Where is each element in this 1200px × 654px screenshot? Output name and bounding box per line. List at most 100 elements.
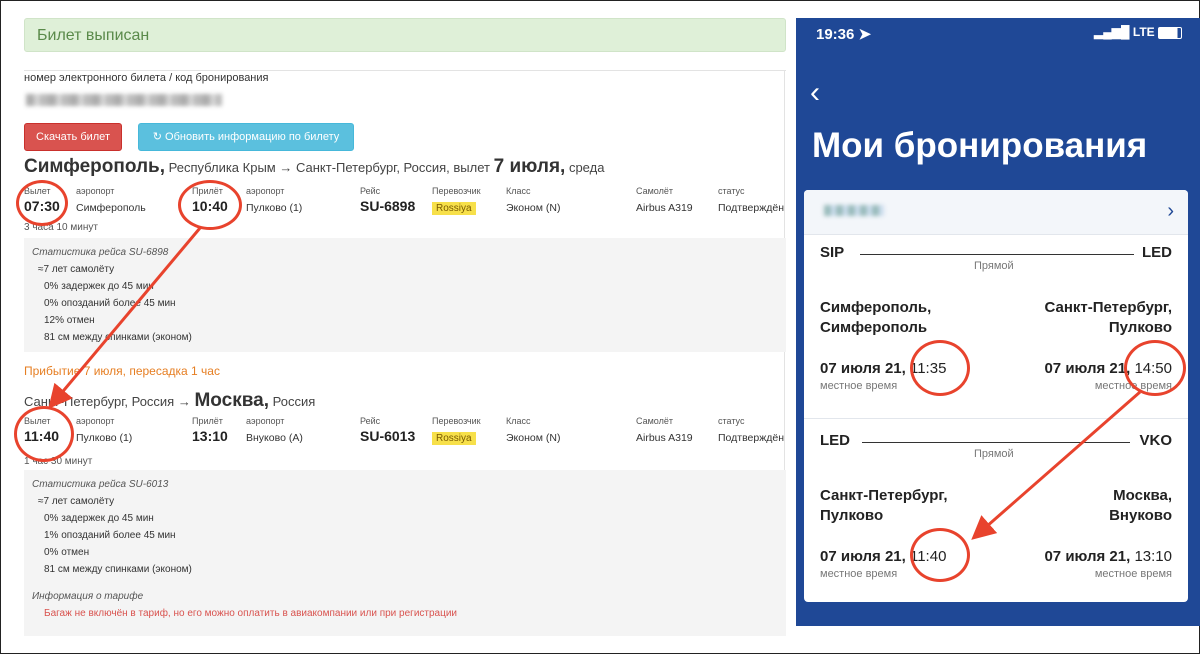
highlight-circle — [1124, 340, 1186, 396]
flight1-stats: Статистика рейса SU-6898 ≈7 лет самолёту… — [24, 238, 786, 352]
class-value: Эконом (N) — [506, 432, 561, 444]
seg2-arr-datetime: 07 июля 21, 13:10 — [1044, 548, 1172, 565]
booking-card-header[interactable]: › — [804, 190, 1188, 235]
status-value: Подтверждён — [718, 202, 785, 214]
airport-label: аэропорт — [76, 416, 115, 426]
arr-airport: Внуково (А) — [246, 432, 303, 444]
status-time: 19:36 ➤ — [816, 26, 872, 43]
web-booking-panel: Билет выписан номер электронного билета … — [12, 8, 790, 648]
highlight-circle — [14, 406, 74, 462]
flight2-number: Рейс SU-6013 — [360, 416, 415, 445]
seg2-from-code: LED — [820, 432, 850, 449]
airport-label: аэропорт — [246, 186, 285, 196]
signal-icon: ▂▄▆█ — [1094, 25, 1130, 39]
status-bar: 19:36 ➤ ▂▄▆█ LTE — [796, 18, 1200, 48]
stats-line: ≈7 лет самолёту — [38, 264, 115, 275]
highlight-circle — [178, 180, 242, 230]
carrier-badge: Rossiya — [432, 202, 476, 215]
carrier-label: Перевозчик — [432, 416, 481, 426]
download-ticket-button[interactable]: Скачать билет — [24, 123, 122, 151]
class-label: Класс — [506, 186, 531, 196]
from-city: Симферополь, — [24, 156, 165, 177]
seg2-local-time-label: местное время — [820, 568, 898, 580]
highlight-circle — [910, 528, 970, 582]
stats-line: 12% отмен — [44, 315, 95, 326]
stats-line: 1% опозданий более 45 мин — [44, 530, 176, 541]
phone-app-panel: 19:36 ➤ ▂▄▆█ LTE ‹ Мои бронирования › SI… — [796, 18, 1200, 626]
chevron-right-icon[interactable]: › — [1167, 200, 1174, 222]
airport-label: аэропорт — [246, 416, 285, 426]
flight-label: Рейс — [360, 416, 381, 426]
class-value: Эконом (N) — [506, 202, 561, 214]
flight1-class: Класс Эконом (N) — [506, 186, 560, 215]
seg2-route-line — [862, 442, 1130, 443]
stats-title: Статистика рейса SU-6898 — [32, 247, 169, 258]
ticket-number-redacted — [26, 94, 222, 106]
tariff-title: Информация о тарифе — [32, 591, 144, 602]
stats-line: 0% отмен — [44, 547, 90, 558]
page-title: Мои бронирования — [812, 126, 1148, 165]
plane-value: Airbus A319 — [636, 432, 693, 444]
location-arrow-icon: ➤ — [858, 26, 872, 43]
segment-divider — [804, 418, 1188, 419]
flight2-duration: 1 час 30 минут — [24, 456, 93, 467]
flight1-plane: Самолёт Airbus A319 — [636, 186, 693, 215]
transfer-note: Прибытие 7 июля, пересадка 1 час — [24, 364, 220, 378]
network-label: LTE — [1132, 25, 1155, 39]
booking-card[interactable]: › SIP LED Прямой Симферополь, Симферополь… — [804, 190, 1188, 602]
flight2-carrier: Перевозчик Rossiya — [432, 416, 481, 446]
arr-label: Прилёт — [192, 416, 223, 426]
flight1-carrier: Перевозчик Rossiya — [432, 186, 481, 216]
highlight-circle — [910, 340, 970, 396]
stats-line: 0% задержек до 45 мин — [44, 513, 154, 524]
refresh-ticket-label: Обновить информацию по билету — [165, 131, 340, 143]
seg1-local-time-label: местное время — [820, 380, 898, 392]
flight2-arr-airport: аэропорт Внуково (А) — [246, 416, 303, 445]
flight-label: Рейс — [360, 186, 381, 196]
flight2-plane: Самолёт Airbus A319 — [636, 416, 693, 445]
stats-line: 0% опозданий более 45 мин — [44, 298, 176, 309]
seg1-to-code: LED — [1142, 244, 1172, 261]
seg1-from-city: Симферополь, Симферополь — [820, 299, 932, 336]
plane-label: Самолёт — [636, 186, 673, 196]
ticket-issued-banner: Билет выписан — [24, 18, 786, 52]
flight2-arrival: Прилёт 13:10 — [192, 416, 228, 445]
flight-no: SU-6898 — [360, 198, 416, 214]
seg1-from-code: SIP — [820, 244, 845, 261]
status-indicators: ▂▄▆█ LTE — [1094, 25, 1182, 39]
highlight-circle — [16, 180, 68, 226]
flight1-status: статус Подтверждён — [718, 186, 784, 215]
booking-code-redacted — [824, 205, 884, 216]
stats-line: 0% задержек до 45 мин — [44, 281, 154, 292]
seg2-to-city: Москва, Внуково — [1109, 487, 1172, 524]
flight1-dep-airport: аэропорт Симферополь — [76, 186, 146, 215]
carrier-badge: Rossiya — [432, 432, 476, 445]
stats-line: 81 см между спинками (эконом) — [44, 564, 192, 575]
refresh-ticket-button[interactable]: ↻ Обновить информацию по билету — [138, 123, 354, 151]
stats-title: Статистика рейса SU-6013 — [32, 479, 169, 490]
plane-value: Airbus A319 — [636, 202, 693, 214]
seg2-to-code: VKO — [1139, 432, 1172, 449]
dep-airport: Симферополь — [76, 202, 146, 214]
battery-icon — [1158, 26, 1182, 39]
carrier-label: Перевозчик — [432, 186, 481, 196]
plane-label: Самолёт — [636, 416, 673, 426]
seg1-flight-type: Прямой — [974, 260, 1014, 272]
dep-airport: Пулково (1) — [76, 432, 133, 444]
flight2-status: статус Подтверждён — [718, 416, 784, 445]
back-chevron-icon[interactable]: ‹ — [810, 76, 820, 109]
status-label: статус — [718, 416, 745, 426]
refresh-icon: ↻ — [152, 131, 166, 143]
flight2-route: Санкт-Петербург, Россия → Москва, Россия — [24, 390, 315, 412]
stats-line: ≈7 лет самолёту — [38, 496, 115, 507]
seg1-route-line — [860, 254, 1134, 255]
seg2-from-city: Санкт-Петербург, Пулково — [820, 487, 948, 524]
arr-airport: Пулково (1) — [246, 202, 303, 214]
seg2-flight-type: Прямой — [974, 448, 1014, 460]
flight2-stats: Статистика рейса SU-6013 ≈7 лет самолёту… — [24, 470, 786, 636]
to-city: Москва, — [194, 390, 269, 411]
to-country: Россия — [269, 394, 316, 409]
ticket-number-label: номер электронного билета / код брониров… — [24, 72, 269, 84]
status-value: Подтверждён — [718, 432, 785, 444]
flight2-class: Класс Эконом (N) — [506, 416, 560, 445]
